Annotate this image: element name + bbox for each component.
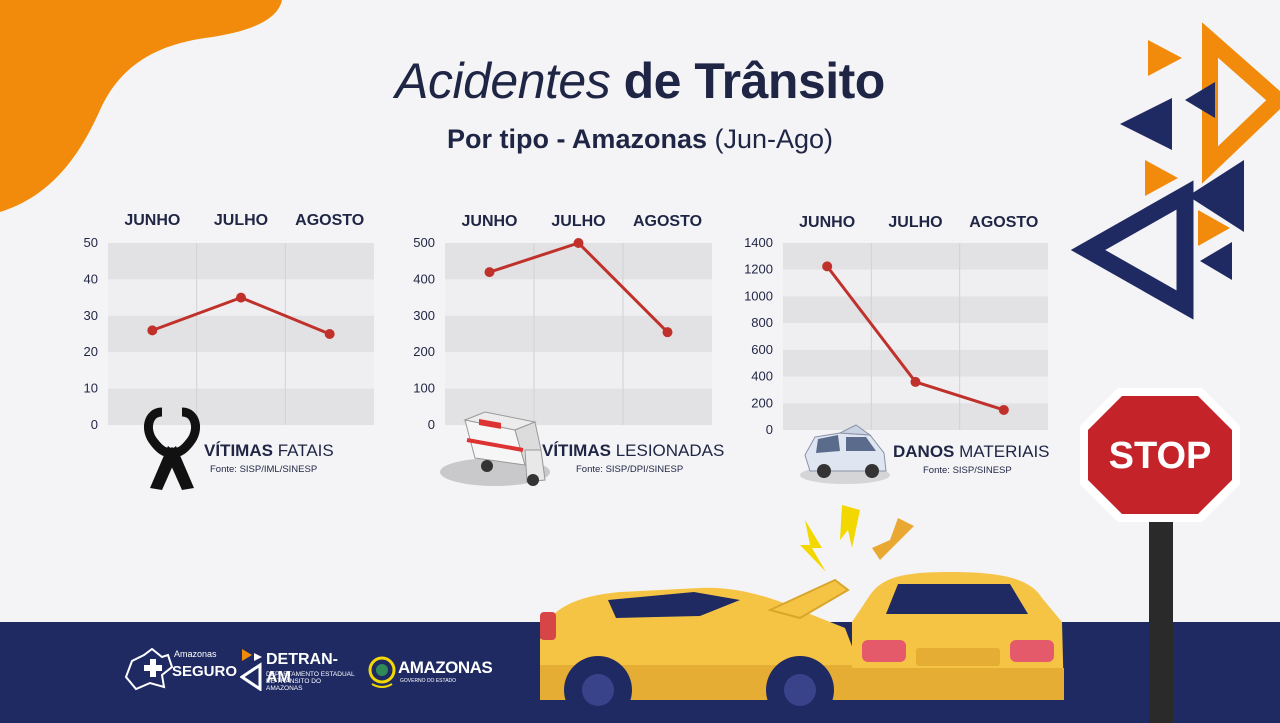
category-label: AGOSTO (633, 213, 702, 230)
category-label: JULHO (214, 212, 268, 229)
grid-band (783, 269, 1048, 297)
caption-bold: VÍTIMAS (204, 441, 273, 460)
data-point (484, 267, 495, 278)
data-point (910, 376, 921, 387)
grid-band (783, 323, 1048, 350)
caption-vitimas-lesionadas: VÍTIMAS LESIONADAS Fonte: SISP/DPI/SINES… (542, 441, 724, 475)
y-tick-label: 300 (413, 308, 435, 323)
detran-am-logo: DETRAN-AM DEPARTAMENTO ESTADUAL DE TRÂNS… (240, 645, 360, 695)
caption-light: MATERIAIS (959, 442, 1050, 461)
detran-sub-text: DEPARTAMENTO ESTADUAL DE TRÂNSITO DO AMA… (266, 671, 355, 692)
category-label: JULHO (551, 213, 605, 230)
y-tick-label: 0 (91, 417, 98, 432)
y-tick-label: 1400 (744, 235, 773, 250)
y-tick-label: 100 (413, 381, 435, 396)
y-tick-label: 1200 (744, 262, 773, 277)
page-title: Acidentes de Trânsito (0, 52, 1280, 110)
seguro-top-text: Amazonas (174, 649, 217, 659)
y-tick-label: 20 (84, 344, 98, 359)
caption-source: Fonte: SISP/SINESP (923, 465, 1012, 476)
state-coat-of-arms-icon (368, 656, 396, 688)
y-tick-label: 400 (751, 369, 773, 384)
y-tick-label: 800 (751, 315, 773, 330)
amazonas-main-text: AMAZONAS (398, 658, 493, 677)
chart-danos-materiais: 0 200 400 600 800 1000 1200 1400 JUNHO JULHO AGOST… (740, 205, 1060, 440)
category-label: JUNHO (124, 212, 180, 229)
caption-light: FATAIS (277, 441, 334, 460)
grid-band (445, 388, 712, 425)
caption-light: LESIONADAS (615, 441, 725, 460)
data-point (998, 404, 1009, 415)
caption-source: Fonte: SISP/DPI/SINESP (576, 464, 684, 475)
grid-band (445, 352, 712, 389)
y-tick-label: 1000 (744, 288, 773, 303)
y-tick-label: 10 (84, 381, 98, 396)
y-tick-label: 50 (84, 235, 98, 250)
detran-main-text: DETRAN-AM (266, 651, 338, 686)
y-tick-label: 200 (751, 395, 773, 410)
subtitle-bold: Por tipo - Amazonas (446, 124, 707, 154)
page-subtitle: Por tipo - Amazonas (Jun-Ago) (0, 124, 1280, 155)
grid-band (108, 352, 374, 389)
caption-bold: DANOS (893, 442, 955, 461)
y-tick-label: 600 (751, 342, 773, 357)
governo-amazonas-logo: AMAZONAS GOVERNO DO ESTADO (368, 650, 493, 694)
chart-vitimas-lesionadas-plot: 0 100 200 300 400 500 JUNHO JULHO AGOSTO (413, 213, 712, 432)
grid-band (108, 388, 374, 425)
y-tick-label: 400 (413, 271, 435, 286)
grid-band (445, 279, 712, 316)
chart-vitimas-fatais-plot: 0 10 20 30 40 50 JUNHO JULHO AGOSTO (84, 212, 374, 432)
seguro-main-text: SEGURO (172, 663, 238, 680)
data-point (147, 325, 158, 336)
title-italic: Acidentes (395, 53, 611, 109)
amazonas-seguro-logo: Amazonas SEGURO (122, 645, 237, 695)
grid-band (783, 403, 1048, 430)
data-point (662, 327, 673, 338)
data-point (236, 292, 246, 303)
data-point (822, 261, 833, 272)
y-tick-label: 0 (428, 417, 435, 432)
orange-blob-decoration (0, 0, 282, 212)
caption-danos-materiais: DANOS MATERIAIS Fonte: SISP/SINESP (893, 442, 1050, 476)
grid-band (783, 296, 1048, 324)
category-label: JUNHO (461, 213, 517, 230)
category-label: JULHO (888, 214, 942, 231)
caption-bold: VÍTIMAS (542, 441, 611, 460)
y-tick-label: 500 (413, 235, 435, 250)
y-tick-label: 30 (84, 308, 98, 323)
chart-danos-materiais-plot: 0 200 400 600 800 1000 1200 1400 JUNHO JULHO AGOST… (744, 214, 1048, 437)
subtitle-light: (Jun-Ago) (714, 124, 834, 154)
category-label: AGOSTO (295, 212, 364, 229)
caption-vitimas-fatais: VÍTIMAS FATAIS Fonte: SISP/IML/SINESP (204, 441, 334, 475)
caption-source: Fonte: SISP/IML/SINESP (210, 464, 318, 475)
y-tick-label: 40 (84, 271, 98, 286)
grid-band (108, 243, 374, 280)
grid-band (783, 349, 1048, 377)
y-tick-label: 200 (413, 344, 435, 359)
y-tick-label: 0 (766, 422, 773, 437)
title-bold: de Trânsito (623, 53, 886, 109)
chart-vitimas-lesionadas: 0 100 200 300 400 500 JUNHO JULHO AGOSTO (410, 205, 720, 435)
detran-triangle-icon (240, 649, 262, 691)
data-point (324, 329, 335, 339)
chart-vitimas-fatais: 0 10 20 30 40 50 JUNHO JULHO AGOSTO (80, 205, 380, 435)
amazonas-sub-text: GOVERNO DO ESTADO (400, 678, 457, 684)
data-point (573, 238, 584, 248)
category-label: AGOSTO (969, 214, 1038, 231)
category-label: JUNHO (799, 214, 855, 231)
amazonas-map-icon (124, 647, 174, 691)
